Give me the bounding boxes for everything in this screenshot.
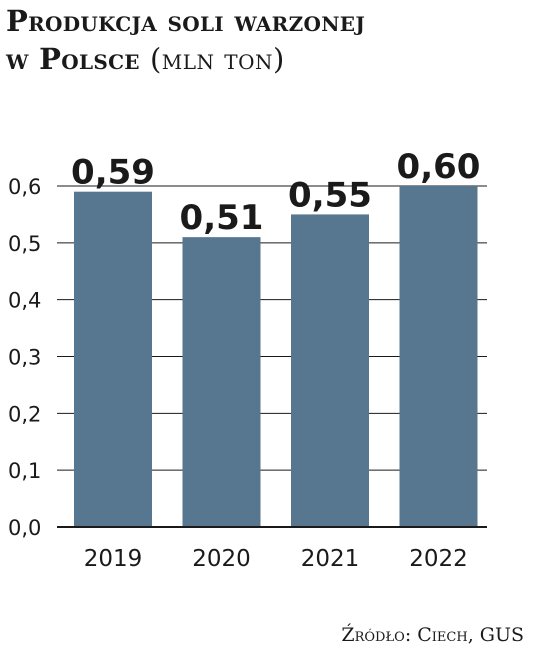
x-tick-label: 2020	[192, 546, 251, 572]
title-line-2: w Polsce	[6, 42, 140, 76]
bar-chart: 0,0 0,1 0,2 0,3 0,4 0,5 0,6 0,59 0,51 0,55 0,60 2…	[8, 147, 487, 572]
y-tick-label: 0,5	[8, 232, 41, 256]
bar-2022	[399, 186, 478, 527]
value-label: 0,51	[180, 198, 264, 238]
value-label: 0,60	[397, 147, 481, 187]
x-tick-label: 2021	[301, 546, 360, 572]
bars	[74, 186, 478, 527]
y-tick-label: 0,3	[8, 346, 41, 370]
x-tick-label: 2019	[84, 546, 143, 572]
value-label: 0,59	[71, 153, 155, 193]
y-tick-label: 0,4	[8, 289, 41, 313]
value-label: 0,55	[288, 175, 372, 215]
y-tick-label: 0,0	[8, 516, 41, 540]
y-axis-tick-labels: 0,0 0,1 0,2 0,3 0,4 0,5 0,6	[8, 175, 41, 540]
value-labels: 0,59 0,51 0,55 0,60	[71, 147, 480, 238]
title-line-1: Produkcja soli warzonej	[6, 4, 366, 38]
source-note: Źródło: Ciech, GUS	[341, 624, 524, 646]
y-tick-label: 0,6	[8, 175, 41, 199]
x-tick-label: 2022	[409, 546, 468, 572]
x-axis-tick-labels: 2019 2020 2021 2022	[84, 546, 468, 572]
title-unit: (mln ton)	[149, 42, 285, 76]
bar-2020	[182, 237, 261, 527]
bar-2021	[291, 214, 369, 527]
y-tick-label: 0,1	[8, 459, 41, 483]
chart-title: Produkcja soli warzonej w Polsce (mln to…	[6, 2, 531, 78]
y-tick-label: 0,2	[8, 402, 41, 426]
bar-2019	[74, 191, 152, 527]
